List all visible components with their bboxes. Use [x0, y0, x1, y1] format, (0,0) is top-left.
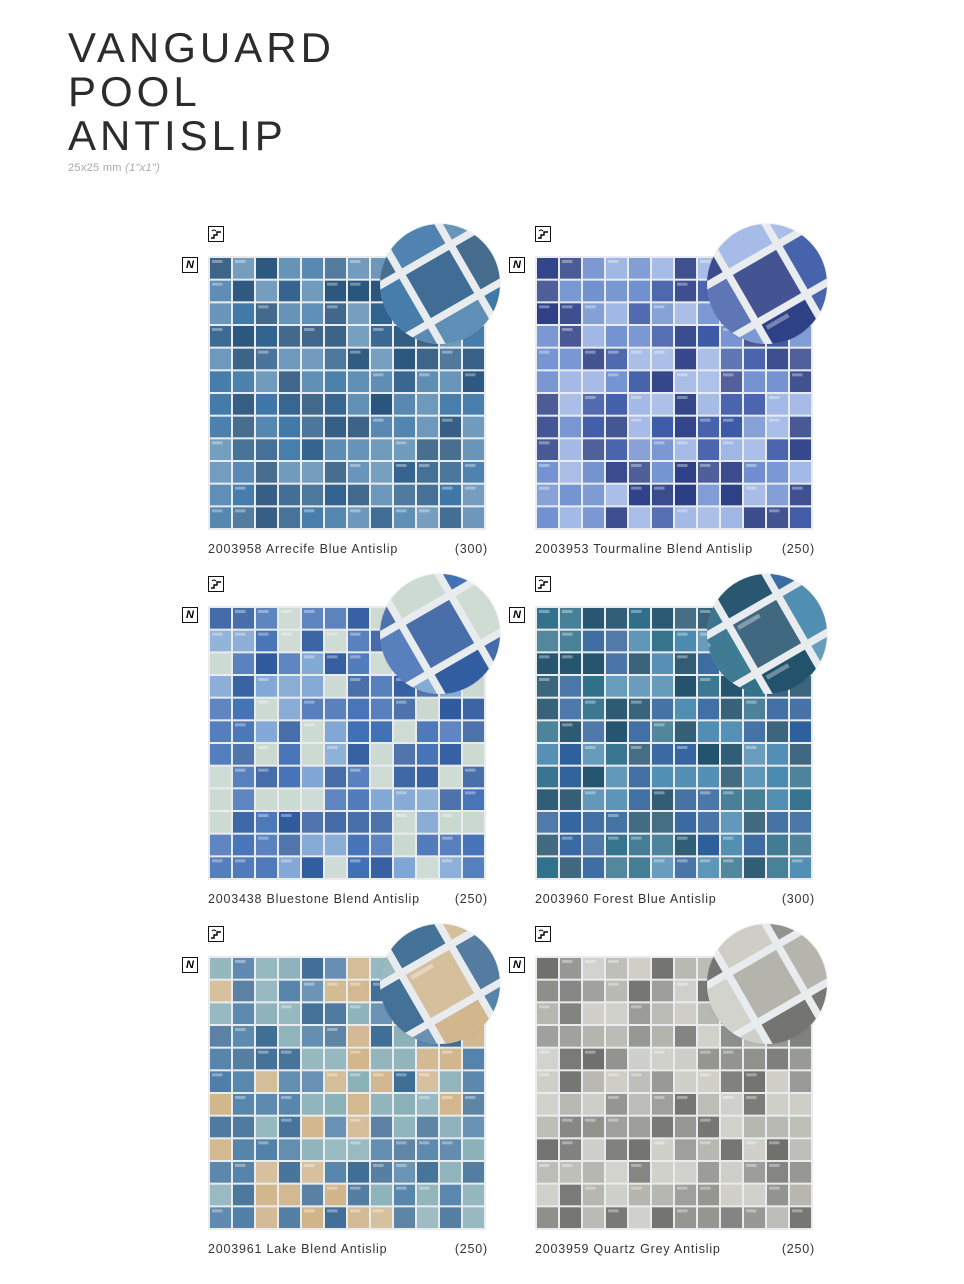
product-caption: 2003961 Lake Blend Antislip (250) — [208, 1242, 488, 1256]
pool-step-icon — [208, 926, 224, 942]
product-card: N 2003438 Bluestone Blend Antislip (250) — [181, 574, 500, 914]
pool-step-icon — [208, 576, 224, 592]
tile-closeup — [707, 924, 827, 1044]
product-name: 2003953 Tourmaline Blend Antislip — [535, 542, 753, 556]
tile-closeup — [707, 574, 827, 694]
product-count: (250) — [781, 542, 815, 556]
product-name: 2003959 Quartz Grey Antislip — [535, 1242, 721, 1256]
size-imperial: (1"x1") — [125, 162, 161, 174]
tile-closeup — [380, 574, 500, 694]
product-name: 2003960 Forest Blue Antislip — [535, 892, 717, 906]
n-badge-icon: N — [509, 257, 525, 273]
title-line-2: POOL — [68, 68, 201, 115]
n-badge-icon: N — [509, 607, 525, 623]
pool-step-icon — [535, 576, 551, 592]
size-metric: 25x25 mm — [68, 162, 122, 174]
tile-closeup — [380, 924, 500, 1044]
product-card: N 2003960 Forest Blue Antislip (300) — [508, 574, 827, 914]
tile-closeup — [380, 224, 500, 344]
tile-closeup — [707, 224, 827, 344]
product-card: N 2003961 Lake Blend Antislip (250) — [181, 924, 500, 1264]
n-badge-icon: N — [182, 607, 198, 623]
product-name: 2003438 Bluestone Blend Antislip — [208, 892, 420, 906]
pool-step-icon — [208, 226, 224, 242]
product-count: (250) — [454, 1242, 488, 1256]
product-name: 2003961 Lake Blend Antislip — [208, 1242, 388, 1256]
product-name: 2003958 Arrecife Blue Antislip — [208, 542, 399, 556]
title-line-3: ANTISLIP — [68, 112, 287, 159]
pool-step-icon — [535, 926, 551, 942]
n-badge-icon: N — [182, 957, 198, 973]
product-card: N 2003959 Quartz Grey Antislip (250) — [508, 924, 827, 1264]
title-line-1: VANGUARD — [68, 24, 335, 71]
product-card: N 2003958 Arrecife Blue Antislip (300) — [181, 224, 500, 564]
tile-swatch — [535, 606, 813, 880]
product-caption: 2003959 Quartz Grey Antislip (250) — [535, 1242, 815, 1256]
product-caption: 2003960 Forest Blue Antislip (300) — [535, 892, 815, 906]
product-caption: 2003438 Bluestone Blend Antislip (250) — [208, 892, 488, 906]
product-count: (250) — [454, 892, 488, 906]
tile-size-label: 25x25 mm (1"x1") — [68, 162, 335, 174]
product-count: (300) — [781, 892, 815, 906]
product-count: (250) — [781, 1242, 815, 1256]
n-badge-icon: N — [182, 257, 198, 273]
title-block: VANGUARD POOL ANTISLIP 25x25 mm (1"x1") — [68, 24, 335, 175]
n-badge-icon: N — [509, 957, 525, 973]
product-caption: 2003958 Arrecife Blue Antislip (300) — [208, 542, 488, 556]
product-count: (300) — [454, 542, 488, 556]
product-caption: 2003953 Tourmaline Blend Antislip (250) — [535, 542, 815, 556]
product-card: N 2003953 Tourmaline Blend Antislip (250) — [508, 224, 827, 564]
pool-step-icon — [535, 226, 551, 242]
